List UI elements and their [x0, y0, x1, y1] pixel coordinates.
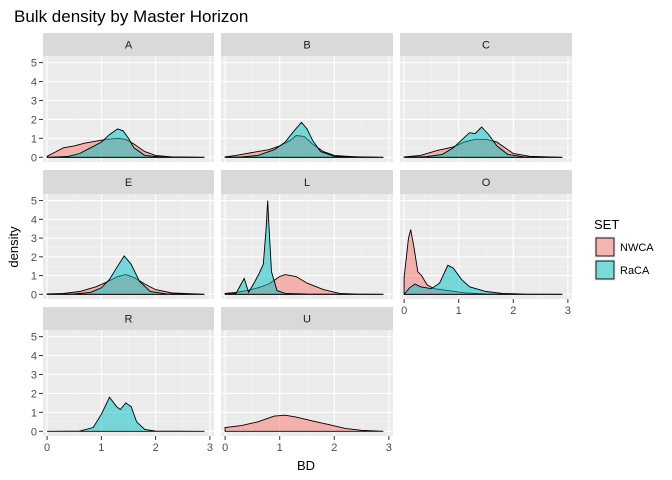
- legend-label: RaCA: [620, 265, 650, 277]
- facet-strip: [43, 33, 214, 56]
- legend-title: SET: [594, 217, 619, 232]
- facet-strip-label: L: [304, 177, 310, 189]
- legend-key-raca: [595, 260, 615, 280]
- x-tick-label: 2: [510, 305, 516, 317]
- density-area-raca: [47, 128, 205, 158]
- x-tick-label: 2: [153, 442, 159, 454]
- y-axis-title: density: [6, 226, 21, 268]
- facet-strip-label: A: [125, 40, 133, 52]
- x-tick-label: 1: [456, 305, 462, 317]
- x-tick-label: 2: [331, 442, 337, 454]
- x-tick-label: 3: [565, 305, 571, 317]
- facet-panels: A 0 1 2 3 4 5 B C E 0 1 2 3 4 5 L O 0 1 2 3 R 0 1 2 3 4 5 0 1 2 3 U 0 1 2 3: [31, 33, 572, 454]
- facet-strip: [400, 33, 572, 56]
- chart-title: Bulk density by Master Horizon: [14, 7, 248, 26]
- y-tick-label: 2: [31, 388, 37, 400]
- panel-r: R 0 1 2 3 4 5 0 1 2 3: [31, 307, 214, 454]
- density-area-raca: [225, 200, 384, 295]
- facet-strip-label: E: [125, 177, 132, 189]
- y-tick-label: 5: [31, 332, 37, 344]
- density-area-raca: [404, 126, 563, 158]
- panel-u: U 0 1 2 3: [221, 307, 393, 454]
- facet-strip-label: U: [303, 314, 311, 326]
- y-tick-label: 1: [31, 133, 37, 145]
- x-tick-label: 0: [401, 305, 407, 317]
- y-tick-label: 2: [31, 114, 37, 126]
- y-tick-label: 1: [31, 271, 37, 283]
- panel-e: E 0 1 2 3 4 5: [31, 170, 214, 301]
- y-tick-label: 3: [31, 369, 37, 381]
- panel-c: C: [400, 33, 572, 162]
- y-tick-label: 2: [31, 252, 37, 264]
- x-tick-label: 1: [277, 442, 283, 454]
- x-tick-label: 1: [98, 442, 104, 454]
- y-tick-label: 3: [31, 95, 37, 107]
- y-tick-label: 3: [31, 233, 37, 245]
- facet-strip-label: B: [303, 40, 310, 52]
- y-tick-label: 4: [31, 351, 37, 363]
- facet-strip: [221, 307, 393, 330]
- facet-strip: [43, 170, 214, 194]
- legend: SET NWCA RaCA: [594, 217, 654, 281]
- y-tick-label: 4: [31, 214, 37, 226]
- facet-strip-label: C: [482, 40, 490, 52]
- facet-strip-label: R: [125, 314, 133, 326]
- y-tick-label: 5: [31, 58, 37, 70]
- facet-strip-label: O: [482, 177, 491, 189]
- density-area-raca: [47, 396, 205, 432]
- x-tick-label: 3: [207, 442, 213, 454]
- density-area-raca: [403, 264, 563, 295]
- density-area-nwca: [224, 414, 384, 432]
- y-tick-label: 1: [31, 407, 37, 419]
- x-tick-label: 0: [44, 442, 50, 454]
- y-tick-label: 0: [31, 426, 37, 438]
- panel-o: O 0 1 2 3: [400, 170, 572, 317]
- panel-b: B: [221, 33, 393, 162]
- density-area-raca: [225, 121, 384, 158]
- y-tick-label: 5: [31, 196, 37, 208]
- facet-strip: [43, 307, 214, 330]
- panel-a: A 0 1 2 3 4 5: [31, 33, 214, 164]
- facet-strip: [221, 33, 393, 56]
- density-area-raca: [47, 255, 205, 295]
- facet-strip: [400, 170, 572, 194]
- x-tick-label: 0: [222, 442, 228, 454]
- y-tick-label: 4: [31, 77, 37, 89]
- legend-key-nwca: [595, 237, 615, 257]
- panel-l: L: [221, 170, 393, 299]
- x-axis-title: BD: [297, 458, 315, 473]
- y-tick-label: 0: [31, 152, 37, 164]
- legend-label: NWCA: [620, 242, 654, 254]
- facet-strip: [221, 170, 393, 194]
- x-tick-label: 3: [386, 442, 392, 454]
- y-tick-label: 0: [31, 289, 37, 301]
